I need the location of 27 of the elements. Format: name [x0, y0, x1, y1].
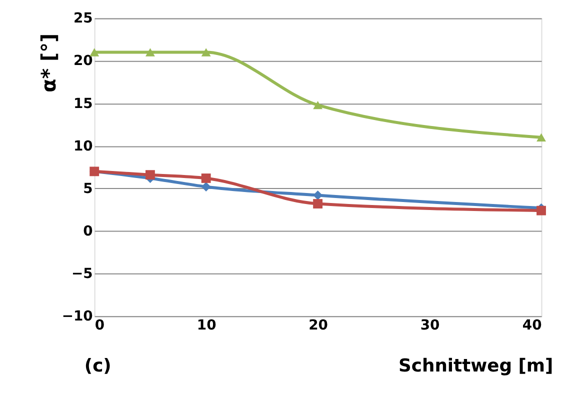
y-tick-label: 10: [74, 138, 93, 154]
point: [146, 170, 155, 180]
x-tick-label: 40: [522, 318, 542, 334]
y-tick-label: 20: [74, 53, 93, 70]
x-tick-label: 0: [94, 318, 105, 334]
point: [536, 133, 546, 142]
point: [536, 206, 546, 216]
x-tick-label: 20: [308, 318, 328, 334]
point: [313, 100, 323, 110]
y-tick-label: −5: [72, 266, 93, 282]
text: (c): [84, 356, 112, 377]
y-axis-title: α* [°]: [38, 33, 61, 92]
point: [201, 48, 211, 56]
x-tick-label: 30: [420, 318, 440, 334]
y-tick-label: 5: [83, 180, 93, 197]
y-tick-label: 25: [74, 10, 93, 27]
x-axis-title: Schnittweg [m]: [398, 356, 554, 377]
x-tick-label: 10: [196, 318, 216, 334]
point: [146, 48, 155, 56]
point: [90, 48, 100, 56]
y-tick-label: 0: [83, 223, 93, 240]
point: [201, 174, 211, 183]
point: [313, 199, 323, 208]
point: [201, 182, 211, 192]
y-tick-label: −10: [62, 308, 93, 325]
point: [313, 190, 323, 200]
y-tick-label: 15: [74, 96, 93, 112]
